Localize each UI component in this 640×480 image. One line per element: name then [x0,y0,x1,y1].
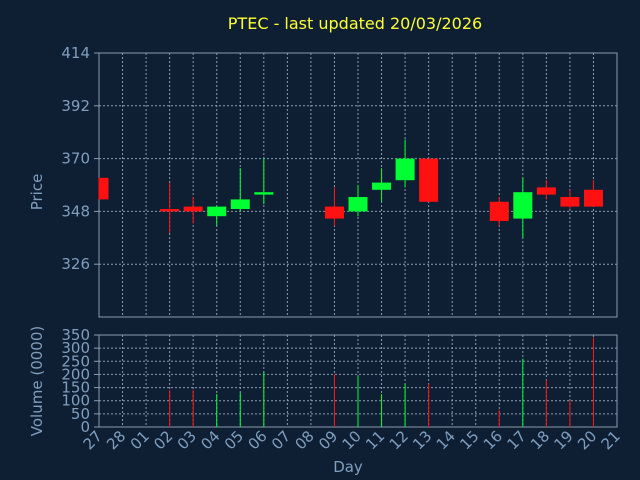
x-tick-label: 04 [197,427,223,453]
candle-body [560,197,580,207]
candle-body [372,182,392,190]
volume-tick-label: 250 [61,352,90,370]
price-axis-label: Price [28,174,46,211]
x-tick-label: 21 [598,427,624,453]
volume-tick-label: 100 [61,392,90,410]
volume-tick-label: 300 [61,339,90,357]
x-tick-label: 13 [409,427,435,453]
candle-body [230,199,250,209]
candle-body [99,177,109,200]
x-tick-label: 03 [174,427,200,453]
price-tick-label: 414 [61,44,90,62]
x-tick-label: 16 [480,427,506,453]
candle-body [513,192,533,219]
candle-body [324,206,344,219]
volume-axis-label: Volume (0000) [28,326,46,436]
x-tick-label: 01 [127,427,153,453]
x-tick-label: 15 [456,427,482,453]
volume-tick-label: 0 [80,418,90,436]
volume-tick-label: 350 [61,326,90,344]
x-tick-label: 05 [221,427,247,453]
x-tick-label: 02 [150,427,176,453]
x-tick-label: 18 [527,427,553,453]
volume-tick-label: 150 [61,379,90,397]
x-axis-label: Day [333,458,363,476]
candle-body [183,206,203,212]
price-panel: 326 348 370 392 414 [61,44,618,318]
candle-body [583,189,603,207]
candle-body [160,209,180,212]
volume-tick-label: 200 [61,365,90,383]
x-tick-label: 19 [551,427,577,453]
candle-body [489,201,509,221]
candle-body [536,187,556,195]
candle-body [254,192,274,195]
x-tick-label: 14 [433,427,459,453]
price-tick-label: 392 [61,97,90,115]
candle-body [419,158,439,202]
x-tick-label: 07 [268,427,294,453]
x-tick-label: 17 [503,427,529,453]
price-tick-label: 326 [61,255,90,273]
candle-body [207,206,227,217]
x-tick-label: 20 [574,427,600,453]
price-tick-label: 370 [61,150,90,168]
candle-body [348,197,368,212]
x-axis: 2728010203040506070809101112131415161718… [80,427,624,453]
candle-body [395,158,415,181]
x-tick-label: 28 [103,427,129,453]
x-tick-label: 12 [386,427,412,453]
x-tick-label: 09 [315,427,341,453]
chart-title: PTEC - last updated 20/03/2026 [228,14,482,33]
price-tick-label: 348 [61,202,90,220]
volume-tick-label: 50 [71,405,90,423]
x-tick-label: 06 [244,427,270,453]
x-tick-label: 10 [339,427,365,453]
x-tick-label: 08 [292,427,318,453]
x-tick-label: 11 [362,427,388,453]
